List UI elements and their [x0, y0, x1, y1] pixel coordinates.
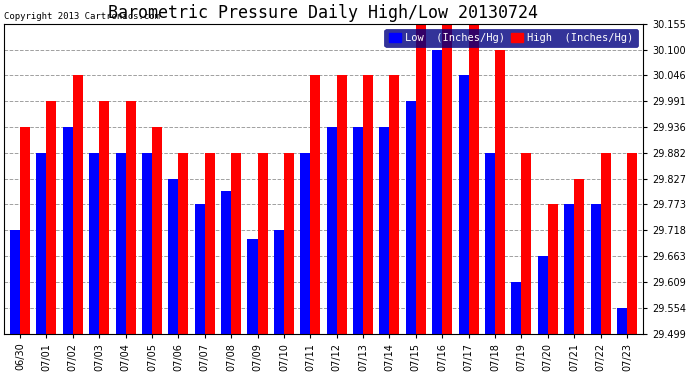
Bar: [257, 153, 268, 334]
Bar: [284, 153, 294, 334]
Legend: Low  (Inches/Hg), High  (Inches/Hg): Low (Inches/Hg), High (Inches/Hg): [384, 29, 638, 47]
Bar: [406, 101, 416, 334]
Bar: [99, 101, 109, 334]
Text: Copyright 2013 Cartronics.com: Copyright 2013 Cartronics.com: [4, 12, 160, 21]
Bar: [63, 127, 72, 334]
Bar: [231, 153, 241, 334]
Bar: [600, 153, 611, 334]
Bar: [126, 101, 136, 334]
Bar: [416, 24, 426, 334]
Bar: [522, 153, 531, 334]
Bar: [221, 192, 231, 334]
Bar: [432, 50, 442, 334]
Bar: [495, 50, 505, 334]
Bar: [574, 179, 584, 334]
Bar: [168, 179, 178, 334]
Bar: [627, 153, 637, 334]
Bar: [353, 127, 363, 334]
Bar: [20, 127, 30, 334]
Bar: [248, 239, 257, 334]
Bar: [178, 153, 188, 334]
Bar: [142, 153, 152, 334]
Title: Barometric Pressure Daily High/Low 20130724: Barometric Pressure Daily High/Low 20130…: [108, 4, 538, 22]
Bar: [548, 204, 558, 334]
Bar: [511, 282, 522, 334]
Bar: [538, 256, 548, 334]
Bar: [617, 308, 627, 334]
Bar: [363, 75, 373, 334]
Bar: [89, 153, 99, 334]
Bar: [564, 204, 574, 334]
Bar: [380, 127, 389, 334]
Bar: [591, 204, 600, 334]
Bar: [205, 153, 215, 334]
Bar: [469, 24, 479, 334]
Bar: [152, 127, 162, 334]
Bar: [459, 75, 469, 334]
Bar: [442, 24, 452, 334]
Bar: [195, 204, 205, 334]
Bar: [37, 153, 46, 334]
Bar: [300, 153, 310, 334]
Bar: [274, 230, 284, 334]
Bar: [115, 153, 126, 334]
Bar: [337, 75, 346, 334]
Bar: [485, 153, 495, 334]
Bar: [310, 75, 320, 334]
Bar: [389, 75, 400, 334]
Bar: [326, 127, 337, 334]
Bar: [10, 230, 20, 334]
Bar: [72, 75, 83, 334]
Bar: [46, 101, 57, 334]
